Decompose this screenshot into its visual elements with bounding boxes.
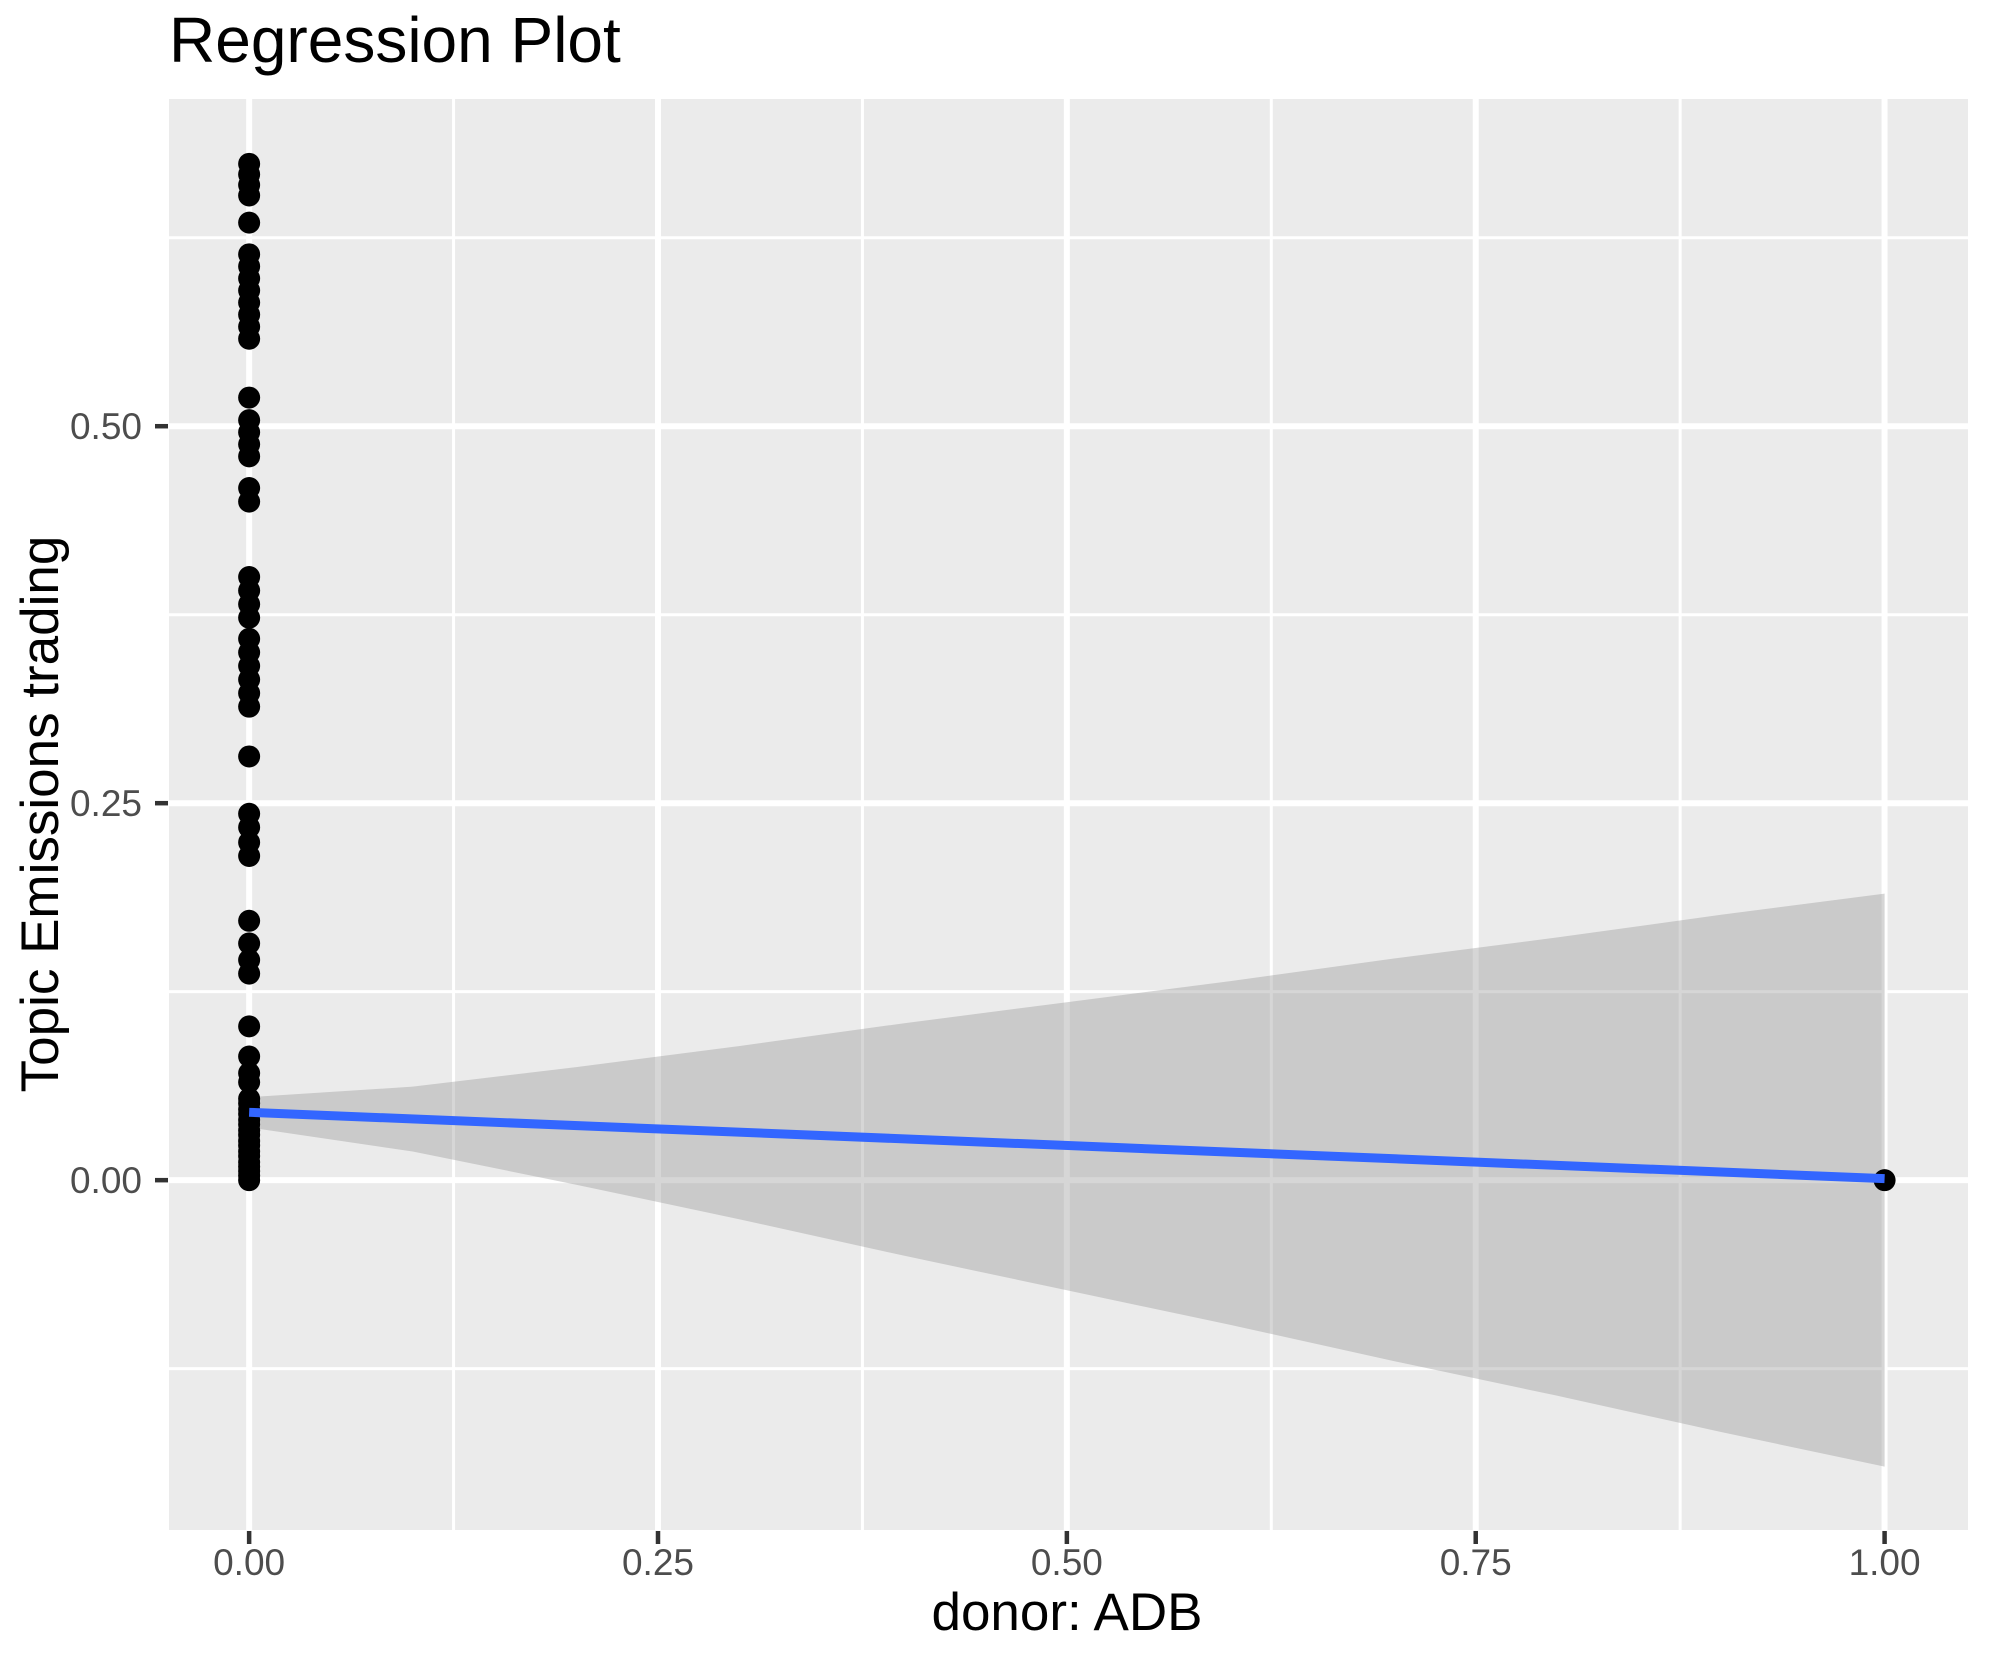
data-point [238,932,261,955]
data-point [238,1015,261,1038]
x-tick-label: 0.50 [1030,1542,1103,1583]
y-tick-label: 0.00 [69,1159,142,1201]
x-axis-title: donor: ADB [931,1583,1203,1642]
data-point [238,606,261,629]
data-point [238,695,261,718]
x-tick-label: 1.00 [1848,1542,1921,1583]
x-tick-label: 0.25 [621,1542,694,1583]
data-point [238,1071,261,1094]
data-point [238,1045,261,1068]
data-point [238,490,261,513]
data-point [238,962,261,985]
x-tick-label: 0.75 [1439,1542,1512,1583]
regression-line [248,1107,1885,1184]
y-tick-label: 0.50 [69,405,142,447]
confidence-band [249,893,1885,1467]
data-point [238,211,261,234]
data-point [238,445,261,468]
plot-title: Regression Plot [169,4,621,76]
data-point [238,1169,261,1192]
data-point [238,909,261,932]
x-tick-label: 0.00 [213,1542,286,1583]
y-tick-label: 0.25 [69,782,142,824]
data-point [238,745,261,768]
data-point [238,844,261,867]
data-point [238,386,261,409]
data-point [238,816,261,839]
data-point [238,184,261,207]
data-point [238,327,261,350]
